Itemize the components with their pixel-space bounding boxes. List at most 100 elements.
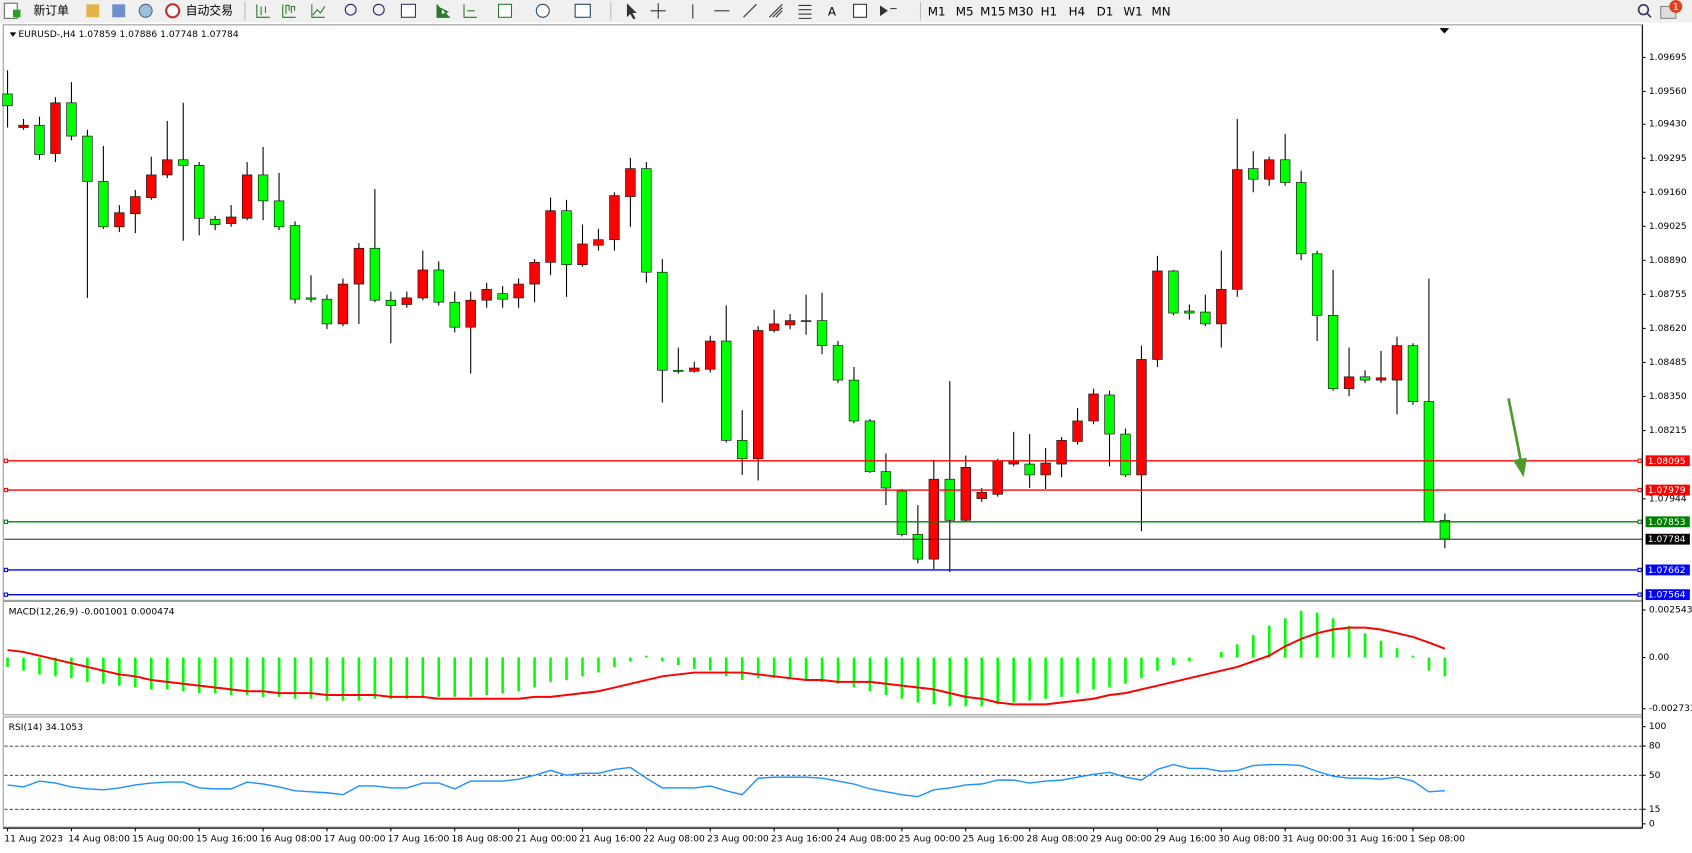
line-chart-icon[interactable] [311,4,326,18]
notification-badge[interactable] [1669,0,1683,13]
candle-body [114,212,125,228]
tool-icon[interactable] [138,3,153,18]
candle-body [848,379,860,422]
rsi-pane [2,716,1643,828]
x-tick-label: 29 Aug 16:00 [1154,833,1216,844]
signal-line [7,626,1446,706]
candle-body [1391,345,1403,381]
candle-body [353,247,365,285]
y-tick-label: 1.09025 [1649,221,1687,232]
timeframe-button[interactable]: H4 [1069,4,1085,18]
y-tick-label: 1.08350 [1649,391,1687,402]
candle-body [577,243,588,265]
y-tick-label: 1.09560 [1649,86,1687,97]
search-icon-handle [1646,12,1652,18]
x-tick-label: 25 Aug 16:00 [963,833,1025,844]
search-icon[interactable] [1637,4,1650,16]
level-handle [1637,567,1642,573]
price-tag-label: 1.07564 [1648,590,1686,601]
candle-body [896,490,908,535]
y-tick-label: 15 [1649,804,1661,815]
tool-icon[interactable] [86,4,100,18]
candle-body [944,478,955,521]
candle-body [1264,159,1275,180]
x-tick-label: 31 Aug 00:00 [1282,833,1344,844]
symbol-menu-arrow[interactable] [9,32,17,37]
candle-body [816,320,828,346]
fibo-icon[interactable] [798,4,812,19]
level-handle [3,519,9,524]
candle-body [1423,401,1435,523]
shift-icon[interactable] [463,4,477,18]
label-tool[interactable] [853,3,868,18]
level-handle [1637,458,1642,463]
auto-trading-icon[interactable] [165,3,181,19]
candle-body [1024,463,1035,476]
y-tick-label: 0 [1649,818,1655,829]
x-tick-label: 11 Aug 2023 [4,833,63,844]
price-tag [1645,533,1690,545]
x-tick-label: 30 Aug 08:00 [1218,833,1280,844]
zoom-in-icon[interactable] [344,3,357,16]
timeframe-button[interactable]: M1 [928,4,946,18]
candle-body [529,262,540,285]
x-tick-label: 28 Aug 08:00 [1026,833,1088,844]
crosshair-icon[interactable] [650,3,666,19]
auto-trading-button[interactable]: 自动交易 [186,3,233,17]
bar-chart-icon[interactable] [256,4,270,18]
tile-icon[interactable] [400,3,416,18]
candle-body [641,168,652,273]
y-tick-label: 0.00 [1649,652,1670,663]
x-tick-label: 31 Aug 16:00 [1346,833,1408,844]
trendline-icon[interactable] [743,3,757,18]
y-tick-label: 0.002543 [1649,604,1692,615]
candle-body [705,340,716,370]
candle-body [1232,169,1243,290]
candle-body [864,420,876,472]
candle-chart-icon[interactable] [282,4,296,18]
new-order-button[interactable]: 新订单 [33,3,69,17]
zoom-out-icon[interactable] [372,3,385,16]
plots: 1.09695 1.09560 1.09430 1.09295 1.09160 1.090… [2,52,1692,844]
templates-icon[interactable] [574,3,591,18]
candle-body [34,124,45,155]
timeframe-button[interactable]: M30 [1008,4,1033,18]
macd-title: MACD(12,26,9) -0.001001 0.000474 [9,607,175,618]
timeframe-button[interactable]: MN [1152,4,1171,18]
x-tick-label: 1 Sep 08:00 [1410,833,1465,844]
candle-body [737,440,748,460]
candle-body [1248,168,1259,180]
y-tick-label: 1.09295 [1649,153,1687,164]
timeframe-button[interactable]: W1 [1123,4,1142,18]
timeframe-button[interactable]: H1 [1041,4,1057,18]
candle-body [593,239,604,246]
arrows-tool[interactable] [879,5,897,17]
x-tick-label: 16 Aug 08:00 [260,833,322,844]
candle-body [1200,311,1211,325]
y-tick-label: -0.002733 [1649,703,1692,714]
indicators-icon[interactable] [497,3,513,18]
price-tag-label: 1.08095 [1648,456,1686,467]
timeframe-button[interactable]: M15 [980,4,1005,18]
tool-icon[interactable] [112,4,126,18]
autoscroll-icon[interactable] [436,4,450,18]
price-tag-label: 1.07979 [1648,485,1686,496]
timeframe-button[interactable]: M5 [956,4,974,18]
candle-body [1136,359,1147,476]
timeframe-button[interactable]: D1 [1097,4,1114,18]
x-tick-label: 14 Aug 08:00 [68,833,130,844]
channel-icon[interactable] [769,3,783,18]
cursor-icon[interactable] [626,3,637,20]
y-tick-label: 1.07944 [1649,493,1687,504]
x-tick-label: 17 Aug 00:00 [324,833,386,844]
candle-body [752,330,764,460]
price-tag [1645,564,1690,576]
periods-icon[interactable] [535,3,550,18]
candle-body [784,320,796,326]
candle-body [194,165,205,219]
text-tool[interactable]: A [828,4,837,18]
candle-body [1120,433,1131,476]
candle-body [401,297,412,305]
candle-body [832,345,844,381]
